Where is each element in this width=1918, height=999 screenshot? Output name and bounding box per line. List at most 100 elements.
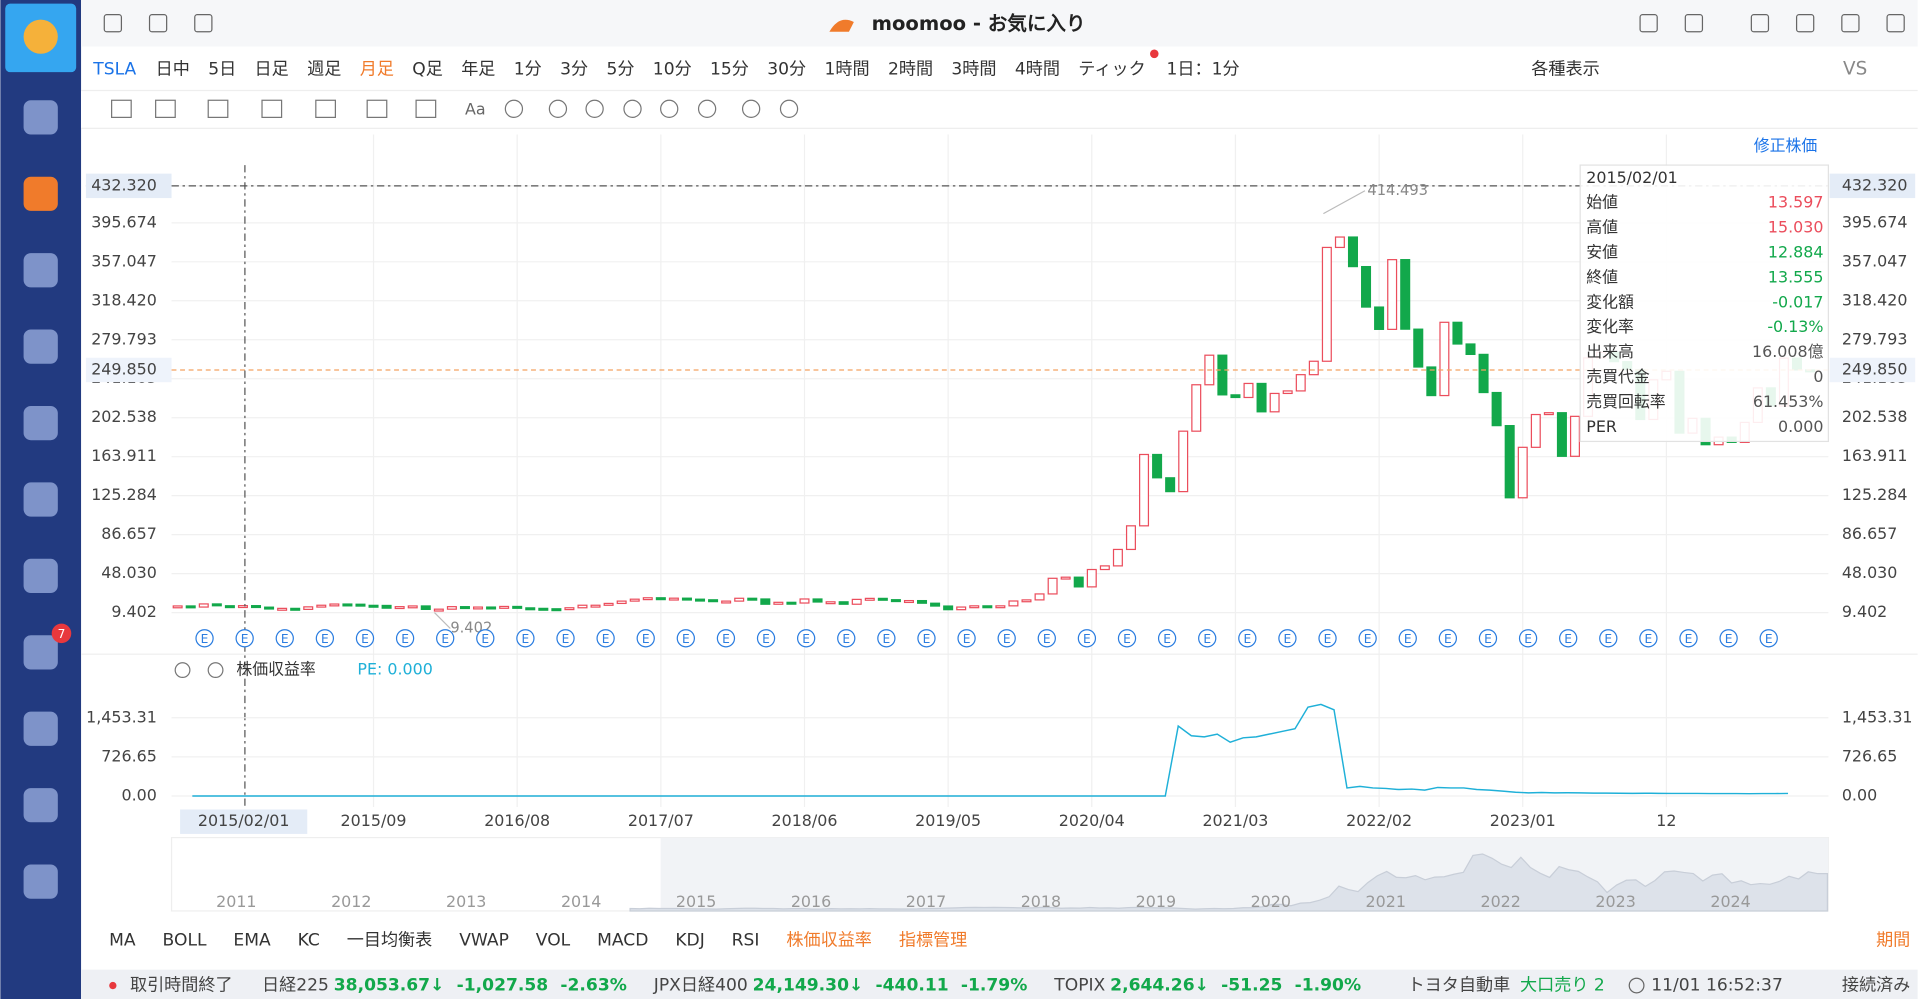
earnings-marker[interactable] (235, 629, 254, 648)
earnings-marker[interactable] (1478, 629, 1498, 648)
earnings-marker[interactable] (1238, 629, 1257, 648)
window-icon[interactable] (1639, 14, 1658, 33)
timeframe-dropdown[interactable]: 1日：1分 (1167, 60, 1240, 80)
earnings-marker[interactable] (556, 629, 575, 648)
earnings-marker[interactable] (877, 629, 896, 648)
timeframe[interactable]: 3時間 (951, 60, 996, 80)
indicator-tab[interactable]: KC (298, 930, 320, 950)
earnings-marker[interactable] (837, 629, 856, 648)
earnings-marker[interactable] (1518, 629, 1538, 648)
sidebar-icon[interactable] (23, 482, 58, 517)
earnings-marker[interactable] (1157, 629, 1177, 648)
indicator-tab[interactable]: BOLL (163, 930, 207, 950)
timeframe[interactable]: 10分 (653, 60, 692, 80)
close-icon[interactable] (207, 662, 224, 679)
earnings-marker[interactable] (1318, 629, 1337, 648)
indicator-tab[interactable]: 指標管理 (899, 930, 967, 950)
display-menu[interactable]: 各種表示 (1531, 60, 1599, 80)
sidebar-icon[interactable] (23, 788, 58, 823)
text-tool[interactable]: Aa (465, 100, 486, 119)
earnings-marker[interactable] (1037, 629, 1056, 648)
tool-icon[interactable] (111, 99, 132, 118)
window-icon[interactable] (1684, 14, 1704, 33)
timeframe[interactable]: 15分 (710, 60, 749, 80)
timeframe[interactable]: 1分 (514, 60, 542, 80)
earnings-marker[interactable] (716, 629, 736, 648)
sidebar-icon[interactable] (23, 558, 58, 594)
earnings-marker[interactable] (1639, 629, 1658, 648)
timeframe[interactable]: 3分 (560, 60, 588, 80)
indicator-tab[interactable]: VOL (536, 930, 571, 950)
indicator-tab[interactable]: VWAP (459, 930, 509, 950)
timeframe[interactable]: 2時間 (888, 60, 933, 80)
earnings-marker[interactable] (676, 629, 696, 648)
indicator-tab[interactable]: MACD (597, 930, 648, 950)
tool-icon[interactable] (315, 99, 337, 118)
window-icon[interactable] (103, 14, 123, 33)
earnings-marker[interactable] (1117, 629, 1137, 648)
tool-icon[interactable] (623, 99, 642, 118)
indicator-tab[interactable]: 一目均衡表 (347, 930, 433, 950)
sidebar-icon[interactable] (23, 253, 58, 288)
earnings-marker[interactable] (957, 629, 976, 648)
window-icon[interactable] (1750, 14, 1770, 33)
earnings-marker[interactable] (1599, 629, 1618, 648)
tool-icon[interactable] (415, 99, 437, 118)
earnings-marker[interactable] (476, 629, 495, 648)
sidebar-icon[interactable] (23, 176, 58, 211)
window-icon[interactable] (148, 14, 168, 33)
earnings-marker[interactable] (1559, 629, 1578, 648)
indicator-tab[interactable]: 株価収益率 (786, 930, 872, 950)
indicator-tab[interactable]: MA (109, 930, 136, 950)
earnings-marker[interactable] (1398, 629, 1417, 648)
earnings-marker[interactable] (636, 629, 655, 648)
earnings-marker[interactable] (756, 629, 776, 648)
earnings-marker[interactable] (195, 629, 214, 648)
period-tab[interactable]: 期間 (1876, 930, 1910, 950)
earnings-marker[interactable] (355, 629, 375, 648)
sidebar-icon[interactable] (23, 635, 58, 670)
timeframe[interactable]: 5分 (606, 60, 634, 80)
vs-button[interactable]: VS (1843, 59, 1867, 80)
earnings-marker[interactable] (1438, 629, 1458, 648)
timeframe[interactable]: 月足 (360, 60, 394, 80)
earnings-marker[interactable] (1358, 629, 1377, 648)
tool-icon[interactable] (548, 99, 568, 118)
earnings-marker[interactable] (275, 629, 294, 648)
window-icon[interactable] (194, 14, 213, 33)
indicator-tab[interactable]: KDJ (675, 930, 704, 950)
timeframe[interactable]: 日中 (156, 60, 190, 80)
adjust-button[interactable]: 修正株価 (1754, 136, 1818, 155)
earnings-marker[interactable] (1278, 629, 1297, 648)
indicator-tab[interactable]: RSI (732, 930, 760, 950)
earnings-marker[interactable] (1679, 629, 1698, 648)
symbol[interactable]: TSLA (92, 60, 136, 80)
earnings-marker[interactable] (315, 629, 335, 648)
timeframe[interactable]: 4時間 (1015, 60, 1060, 80)
sidebar-icon[interactable] (23, 100, 58, 135)
tool-icon[interactable] (155, 99, 176, 118)
sidebar-icon[interactable] (23, 711, 58, 746)
earnings-marker[interactable] (596, 629, 615, 648)
timeframe[interactable]: 1時間 (825, 60, 870, 80)
earnings-marker[interactable] (1198, 629, 1217, 648)
settings-icon[interactable] (174, 662, 191, 679)
sidebar-icon[interactable] (23, 329, 58, 364)
sidebar-icon[interactable] (23, 405, 58, 441)
earnings-marker[interactable] (1719, 629, 1738, 648)
earnings-marker[interactable] (436, 629, 455, 648)
timeframe[interactable]: 30分 (767, 60, 806, 80)
earnings-marker[interactable] (395, 629, 415, 648)
tool-icon[interactable] (207, 99, 229, 118)
earnings-marker[interactable] (997, 629, 1016, 648)
tool-icon[interactable] (697, 99, 717, 118)
timeframe[interactable]: 日足 (255, 60, 289, 80)
earnings-marker[interactable] (516, 629, 535, 648)
tool-icon[interactable] (366, 99, 388, 118)
tool-icon[interactable] (779, 99, 799, 118)
indicator-tab[interactable]: EMA (233, 930, 271, 950)
timeframe[interactable]: 年足 (461, 60, 495, 80)
tool-icon[interactable] (660, 99, 679, 118)
timeframe[interactable]: 5日 (208, 60, 236, 80)
earnings-marker[interactable] (1077, 629, 1097, 648)
